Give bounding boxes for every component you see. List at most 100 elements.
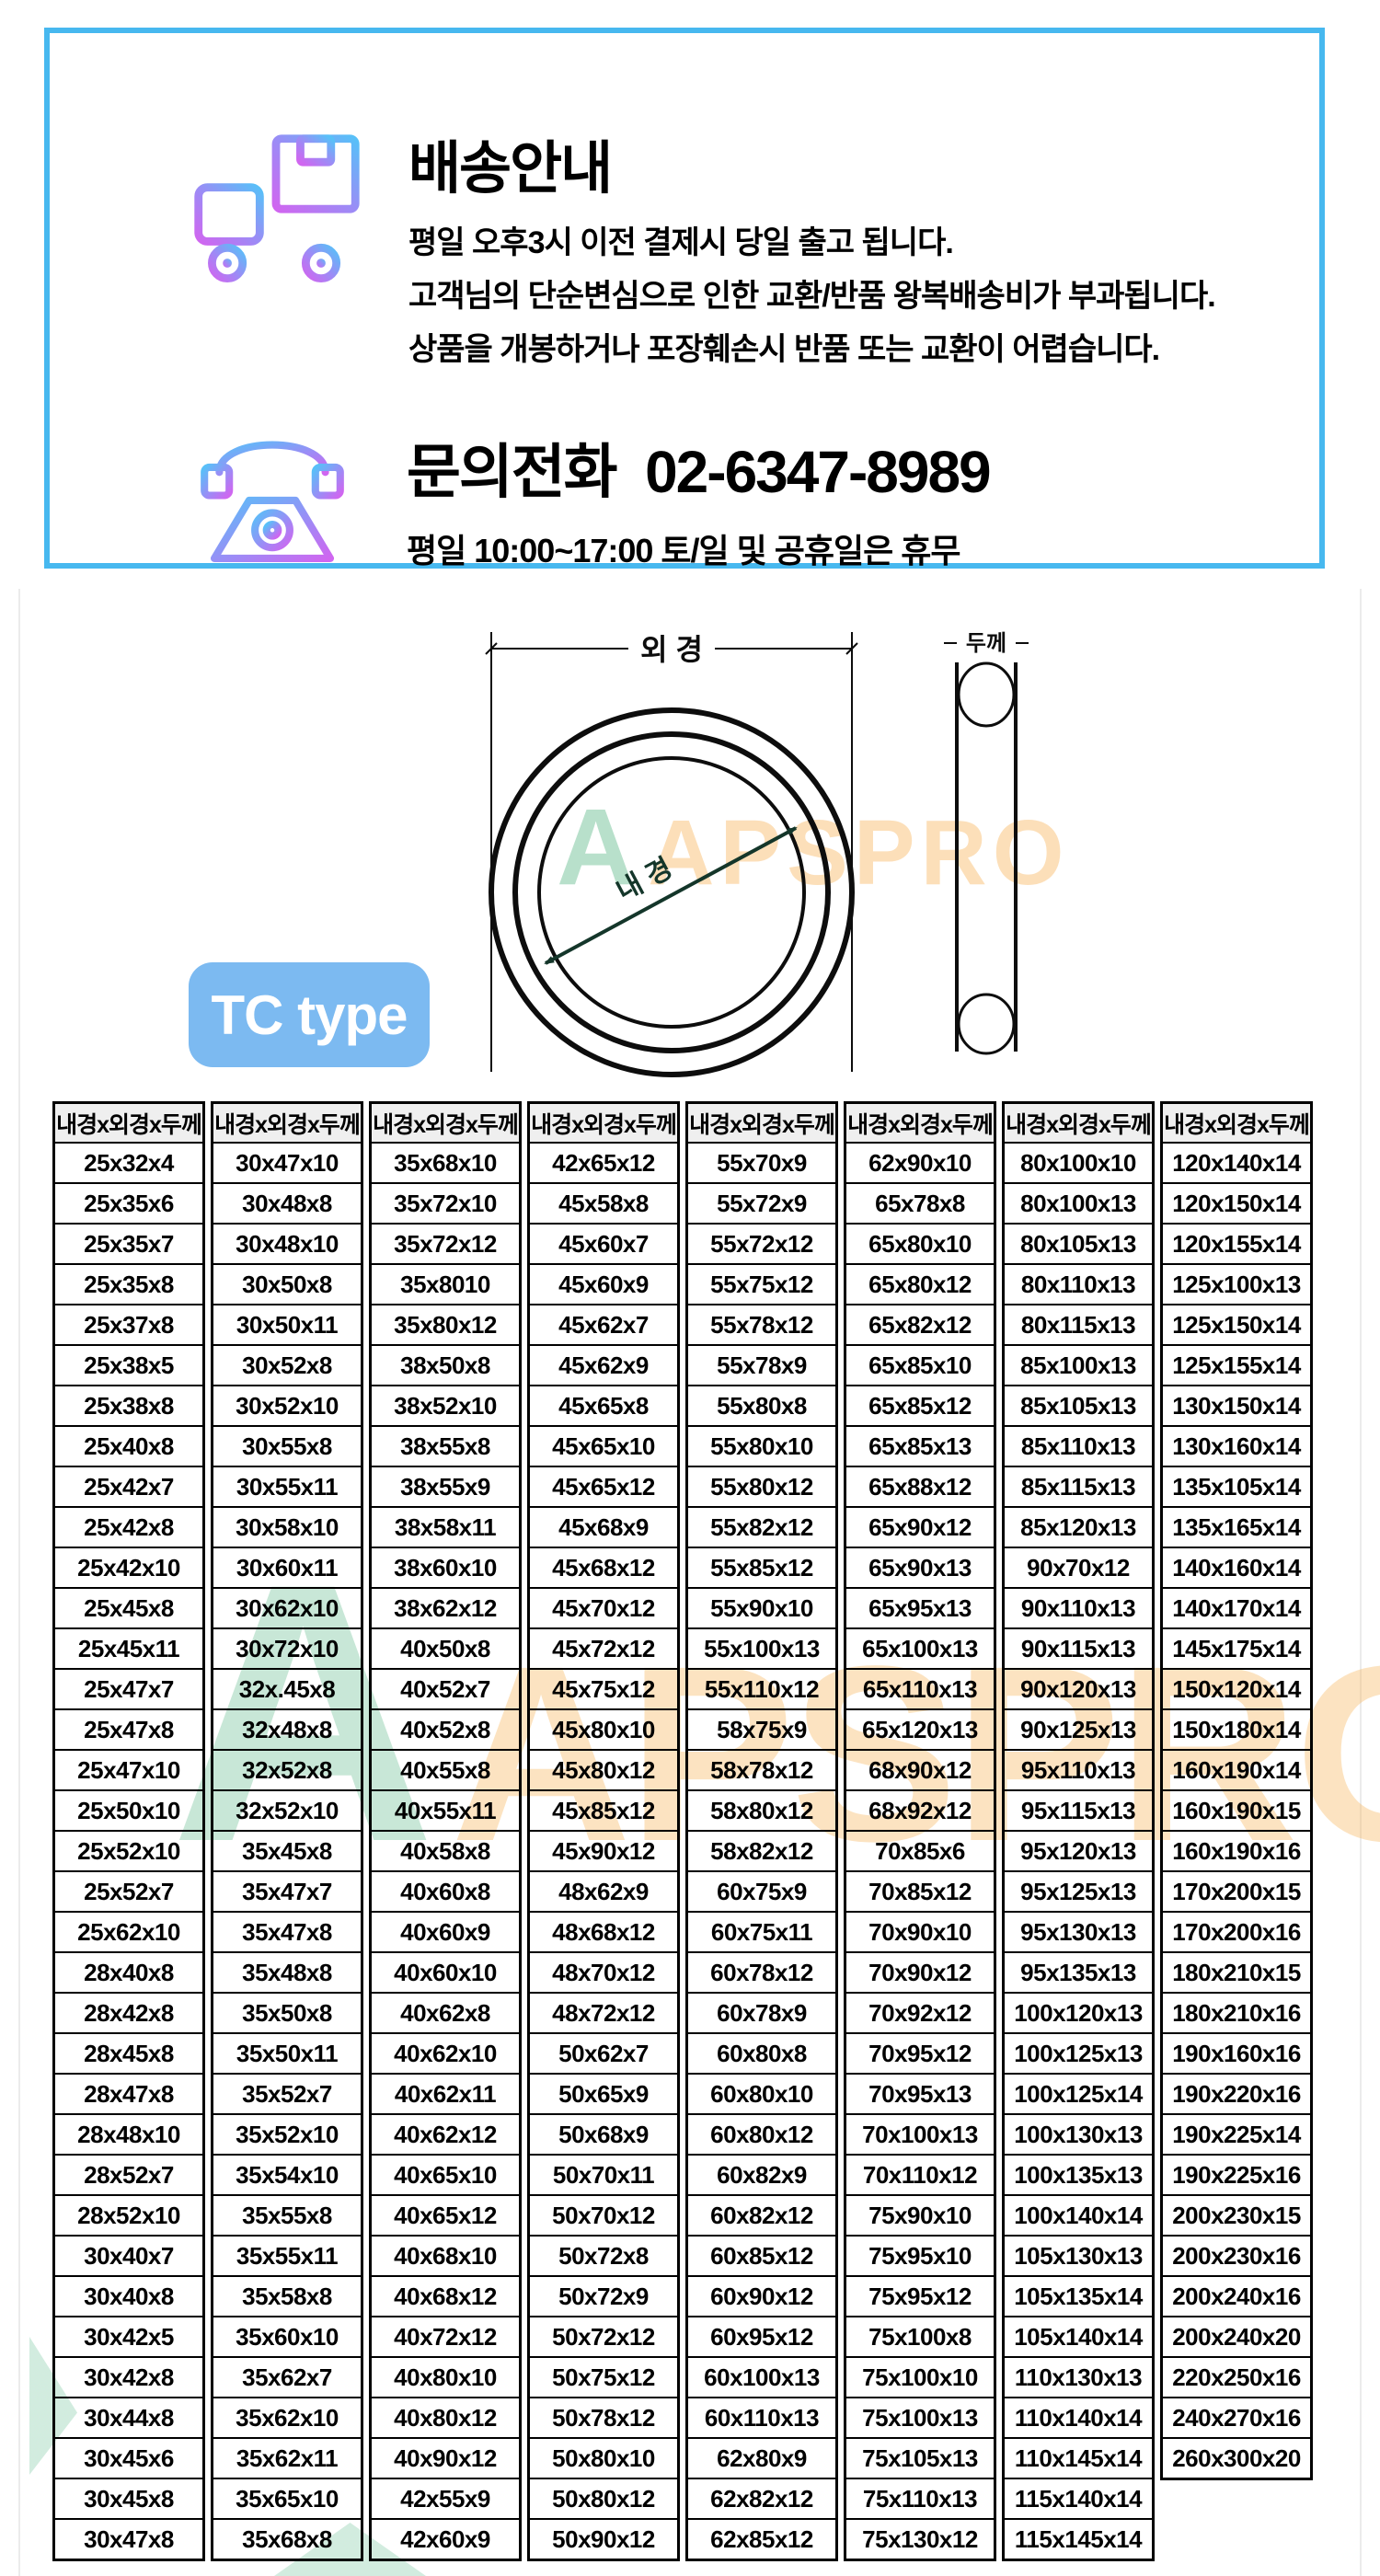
size-cell: 30x45x8 — [55, 2479, 202, 2520]
size-cell: 60x78x9 — [688, 1994, 835, 2034]
size-cell: 30x72x10 — [213, 1629, 361, 1670]
column-header: 내경x외경x두께 — [1005, 1104, 1152, 1144]
size-cell: 62x82x12 — [688, 2479, 835, 2520]
size-cell: 35x47x8 — [213, 1913, 361, 1953]
size-cell: 220x250x16 — [1163, 2358, 1310, 2398]
size-cell: 100x135x13 — [1005, 2156, 1152, 2196]
size-cell: 25x50x10 — [55, 1791, 202, 1832]
size-cell: 140x170x14 — [1163, 1589, 1310, 1629]
size-cell: 75x100x13 — [846, 2398, 994, 2439]
size-cell: 55x70x9 — [688, 1144, 835, 1184]
size-cell: 80x105x13 — [1005, 1225, 1152, 1265]
size-cell: 45x85x12 — [530, 1791, 677, 1832]
size-cell: 65x90x13 — [846, 1548, 994, 1589]
size-cell: 50x70x12 — [530, 2196, 677, 2237]
size-cell: 25x47x7 — [55, 1670, 202, 1710]
outer-diameter-label: 외 경 — [640, 633, 703, 666]
size-cell: 80x115x13 — [1005, 1305, 1152, 1346]
size-cell: 40x50x8 — [372, 1629, 519, 1670]
thickness-label: 두께 — [966, 631, 1006, 656]
size-cell: 95x135x13 — [1005, 1953, 1152, 1994]
column-header: 내경x외경x두께 — [688, 1104, 835, 1144]
size-cell: 60x75x11 — [688, 1913, 835, 1953]
shipping-notice-box: 배송안내 평일 오후3시 이전 결제시 당일 출고 됩니다. 고객님의 단순변심… — [44, 28, 1325, 569]
size-cell: 35x65x10 — [213, 2479, 361, 2520]
size-cell: 40x65x12 — [372, 2196, 519, 2237]
size-cell: 45x72x12 — [530, 1629, 677, 1670]
size-cell: 50x78x12 — [530, 2398, 677, 2439]
size-cell: 65x95x13 — [846, 1589, 994, 1629]
size-cell: 90x110x13 — [1005, 1589, 1152, 1629]
size-cell: 65x85x13 — [846, 1427, 994, 1467]
size-cell: 35x60x10 — [213, 2317, 361, 2358]
size-cell: 30x47x10 — [213, 1144, 361, 1184]
size-cell: 25x38x8 — [55, 1386, 202, 1427]
size-cell: 190x220x16 — [1163, 2075, 1310, 2115]
column-header: 내경x외경x두께 — [213, 1104, 361, 1144]
size-cell: 65x100x13 — [846, 1629, 994, 1670]
size-cell: 85x100x13 — [1005, 1346, 1152, 1386]
size-cell: 55x75x12 — [688, 1265, 835, 1305]
size-cell: 68x92x12 — [846, 1791, 994, 1832]
size-cell: 65x80x12 — [846, 1265, 994, 1305]
size-cell: 35x62x7 — [213, 2358, 361, 2398]
size-cell: 80x110x13 — [1005, 1265, 1152, 1305]
size-cell: 30x55x8 — [213, 1427, 361, 1467]
size-cell: 60x95x12 — [688, 2317, 835, 2358]
size-cell: 40x68x10 — [372, 2237, 519, 2277]
column-header: 내경x외경x두께 — [372, 1104, 519, 1144]
size-cell: 45x62x9 — [530, 1346, 677, 1386]
size-cell: 190x225x14 — [1163, 2115, 1310, 2156]
column-header: 내경x외경x두께 — [55, 1104, 202, 1144]
size-cell: 40x58x8 — [372, 1832, 519, 1872]
size-cell: 150x180x14 — [1163, 1710, 1310, 1751]
size-cell: 40x62x12 — [372, 2115, 519, 2156]
size-cell: 85x110x13 — [1005, 1427, 1152, 1467]
size-cell: 38x50x8 — [372, 1346, 519, 1386]
size-cell: 70x90x12 — [846, 1953, 994, 1994]
size-column-8: 내경x외경x두께 120x140x14 120x150x14 120x155x14 12… — [1160, 1101, 1313, 2480]
seal-side-view-diagram: 두께 — [944, 631, 1029, 1055]
size-cell: 50x65x9 — [530, 2075, 677, 2115]
contact-phone: 문의전화 02-6347-8989 — [407, 439, 992, 505]
size-cell: 50x70x11 — [530, 2156, 677, 2196]
size-cell: 40x60x10 — [372, 1953, 519, 1994]
size-cell: 40x60x9 — [372, 1913, 519, 1953]
size-cell: 120x155x14 — [1163, 1225, 1310, 1265]
size-table: 내경x외경x두께 25x32x4 25x35x6 25x35x7 25x35x8 25x3… — [52, 1101, 1313, 2561]
size-cell: 45x65x12 — [530, 1467, 677, 1508]
size-cell: 60x85x12 — [688, 2237, 835, 2277]
size-cell: 75x100x8 — [846, 2317, 994, 2358]
size-cell: 200x230x15 — [1163, 2196, 1310, 2237]
size-cell: 60x100x13 — [688, 2358, 835, 2398]
size-cell: 25x32x4 — [55, 1144, 202, 1184]
size-cell: 60x90x12 — [688, 2277, 835, 2317]
size-cell: 90x115x13 — [1005, 1629, 1152, 1670]
size-cell: 40x60x8 — [372, 1872, 519, 1913]
size-cell: 65x85x12 — [846, 1386, 994, 1427]
size-cell: 55x85x12 — [688, 1548, 835, 1589]
size-cell: 70x95x13 — [846, 2075, 994, 2115]
size-cell: 110x140x14 — [1005, 2398, 1152, 2439]
size-cell: 105x135x14 — [1005, 2277, 1152, 2317]
size-cell: 75x105x13 — [846, 2439, 994, 2479]
size-cell: 75x90x10 — [846, 2196, 994, 2237]
size-cell: 28x52x10 — [55, 2196, 202, 2237]
size-column-1: 내경x외경x두께 25x32x4 25x35x6 25x35x7 25x35x8 25x3… — [52, 1101, 205, 2561]
size-cell: 38x62x12 — [372, 1589, 519, 1629]
size-cell: 95x120x13 — [1005, 1832, 1152, 1872]
size-cell: 35x72x12 — [372, 1225, 519, 1265]
size-cell: 35x80x12 — [372, 1305, 519, 1346]
size-cell: 170x200x15 — [1163, 1872, 1310, 1913]
size-cell: 125x155x14 — [1163, 1346, 1310, 1386]
size-cell: 70x90x10 — [846, 1913, 994, 1953]
size-cell: 58x82x12 — [688, 1832, 835, 1872]
size-cell: 90x120x13 — [1005, 1670, 1152, 1710]
size-cell: 65x120x13 — [846, 1710, 994, 1751]
size-cell: 55x90x10 — [688, 1589, 835, 1629]
size-cell: 55x82x12 — [688, 1508, 835, 1548]
page-edge-left — [18, 589, 20, 2576]
shipping-line-1: 평일 오후3시 이전 결제시 당일 출고 됩니다. — [408, 225, 954, 260]
size-cell: 32x48x8 — [213, 1710, 361, 1751]
size-cell: 35x54x10 — [213, 2156, 361, 2196]
